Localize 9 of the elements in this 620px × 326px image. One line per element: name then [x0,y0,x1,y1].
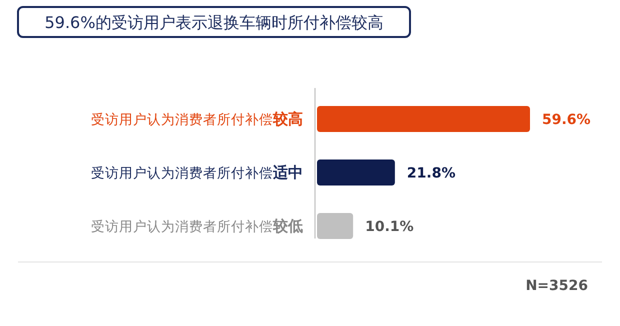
title: 59.6%的受访用户表示退换车辆时所付补偿较高 [17,6,411,38]
data-label: 10.1% [365,219,414,235]
y-tick-label: 受访用户认为消费者所付补偿较低 [91,217,303,235]
chart-title: 59.6%的受访用户表示退换车辆时所付补偿较高 [44,13,384,32]
text: N=3526 [526,278,588,294]
y-tick-label: 受访用户认为消费者所付补偿较高 [91,110,303,128]
y-tick-label: 受访用户认为消费者所付补偿适中 [91,164,303,182]
data-label: 21.8% [406,166,456,182]
data-label: 59.6% [542,112,591,128]
